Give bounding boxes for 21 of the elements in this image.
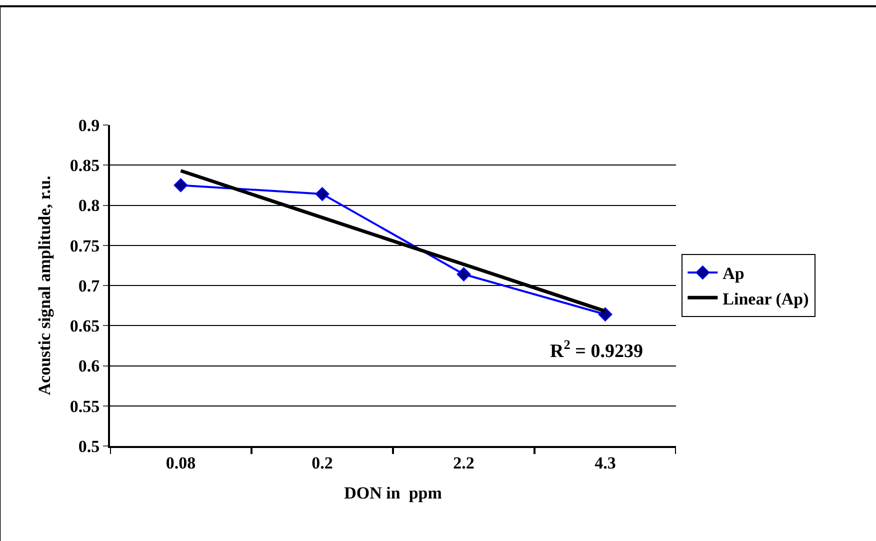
y-tick-label: 0.5	[78, 436, 100, 456]
y-tick-label: 0.65	[70, 316, 100, 336]
x-tick-label: 0.08	[166, 453, 196, 472]
annotation: R$^{2}$ = 0.9239	[550, 337, 643, 362]
y-tick-label: 0.8	[78, 196, 100, 216]
point	[456, 267, 471, 282]
y-tick-label: 0.85	[70, 156, 100, 176]
x-axis-title: DON in ppm	[344, 483, 442, 502]
y-tick-label: 0.9	[78, 116, 100, 135]
y-tick-label: 0.6	[78, 356, 100, 376]
x-tick-label: 4.3	[594, 453, 616, 472]
x-tick-label: 0.2	[312, 453, 333, 472]
point	[174, 178, 188, 192]
y-axis-title: Acoustic signal amplitude, r.u.	[34, 176, 54, 396]
x-tick-label: 2.2	[453, 453, 474, 472]
y-tick-label: 0.55	[70, 396, 100, 416]
legend-label: Linear (Ap)	[722, 289, 809, 308]
y-tick-label: 0.7	[78, 276, 100, 296]
y-tick-label: 0.75	[70, 236, 100, 256]
point	[315, 187, 330, 202]
legend-label: Ap	[722, 264, 744, 284]
